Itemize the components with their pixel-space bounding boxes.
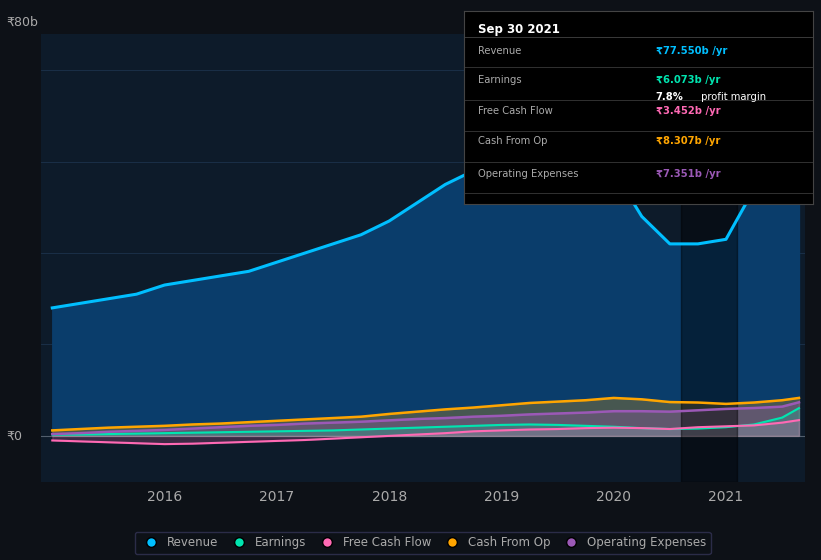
Text: ₹77.550b /yr: ₹77.550b /yr	[656, 45, 727, 55]
Text: ₹0: ₹0	[7, 430, 23, 442]
Text: ₹3.452b /yr: ₹3.452b /yr	[656, 105, 720, 115]
Text: ₹80b: ₹80b	[7, 16, 39, 29]
Text: profit margin: profit margin	[698, 92, 766, 102]
Text: Sep 30 2021: Sep 30 2021	[478, 23, 560, 36]
Text: Operating Expenses: Operating Expenses	[478, 169, 578, 179]
Text: ₹7.351b /yr: ₹7.351b /yr	[656, 169, 720, 179]
Text: ₹8.307b /yr: ₹8.307b /yr	[656, 137, 720, 147]
Text: Cash From Op: Cash From Op	[478, 137, 548, 147]
Text: Free Cash Flow: Free Cash Flow	[478, 105, 553, 115]
Legend: Revenue, Earnings, Free Cash Flow, Cash From Op, Operating Expenses: Revenue, Earnings, Free Cash Flow, Cash …	[135, 531, 711, 554]
Text: Earnings: Earnings	[478, 74, 521, 85]
Text: 7.8%: 7.8%	[656, 92, 684, 102]
Text: Revenue: Revenue	[478, 45, 521, 55]
Text: ₹6.073b /yr: ₹6.073b /yr	[656, 74, 720, 85]
Bar	[681, 34, 737, 482]
